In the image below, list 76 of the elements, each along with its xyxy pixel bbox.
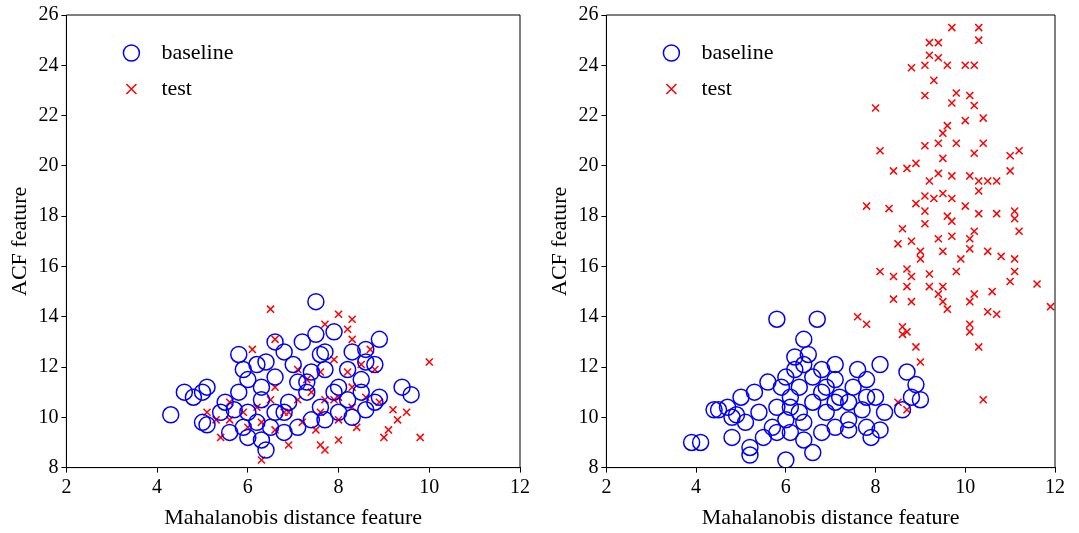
legend-label: test [161,74,192,100]
point [225,415,234,425]
y-tick-label: 18 [578,203,599,226]
y-tick-label: 12 [578,354,599,377]
x-tick-label: 8 [333,474,344,497]
point [347,314,357,324]
point [266,304,275,314]
y-tick-label: 16 [38,253,59,276]
point [320,395,330,404]
y-tick-label: 24 [38,52,59,75]
y-tick-label: 12 [38,354,59,377]
y-tick-label: 8 [48,454,59,477]
x-tick-label: 10 [955,474,976,497]
point [216,433,225,442]
x-tick-label: 6 [780,474,791,497]
x-tick-label: 4 [691,474,702,497]
point [270,382,280,392]
y-tick-label: 14 [578,303,599,326]
point [320,445,330,455]
x-axis-title: Mahalanobis distance feature [164,503,423,529]
point [347,382,357,392]
y-tick-label: 26 [38,2,59,25]
y-tick-label: 10 [578,404,599,427]
y-tick-label: 16 [578,253,599,276]
y-tick-label: 8 [588,454,599,477]
point [316,440,325,450]
point [384,425,393,435]
x-tick-label: 8 [870,474,881,497]
point [379,433,389,442]
point [311,425,321,435]
y-tick-label: 20 [578,153,599,176]
x-axis-title: Mahalanobis distance feature [701,503,960,529]
y-tick-label: 22 [38,102,59,125]
point [293,395,303,404]
y-axis-title: ACF feature [5,186,31,296]
point [415,433,425,442]
point [334,309,343,319]
point [284,440,293,450]
point [334,435,343,445]
point [211,415,221,425]
point [266,395,275,404]
x-tick-label: 12 [510,474,530,497]
point [257,455,266,465]
legend-label: baseline [161,38,234,64]
y-axis-title: ACF feature [545,186,571,296]
y-tick-label: 22 [578,102,599,125]
point [402,408,411,417]
point [388,405,398,415]
point [252,402,262,412]
y-tick-label: 10 [38,404,59,427]
point [352,423,361,432]
x-tick-label: 4 [152,474,163,497]
point [424,357,434,367]
point [334,415,343,425]
point [316,408,325,417]
point [248,345,257,354]
point [202,408,212,417]
legend-label: baseline [701,38,774,64]
x-tick-label: 10 [419,474,440,497]
point [343,325,352,334]
x-tick-label: 2 [61,474,72,497]
legend-label: test [701,74,732,100]
point [320,319,330,329]
point [393,415,402,425]
y-tick-label: 26 [578,2,599,25]
y-tick-label: 20 [38,153,59,176]
point [329,395,339,404]
x-tick-label: 2 [601,474,612,497]
point [347,335,357,344]
y-tick-label: 18 [38,203,59,226]
x-tick-label: 12 [1045,474,1065,497]
x-tick-label: 6 [242,474,253,497]
y-tick-label: 14 [38,303,59,326]
point [347,402,357,412]
y-tick-label: 24 [578,52,599,75]
point [329,355,339,364]
